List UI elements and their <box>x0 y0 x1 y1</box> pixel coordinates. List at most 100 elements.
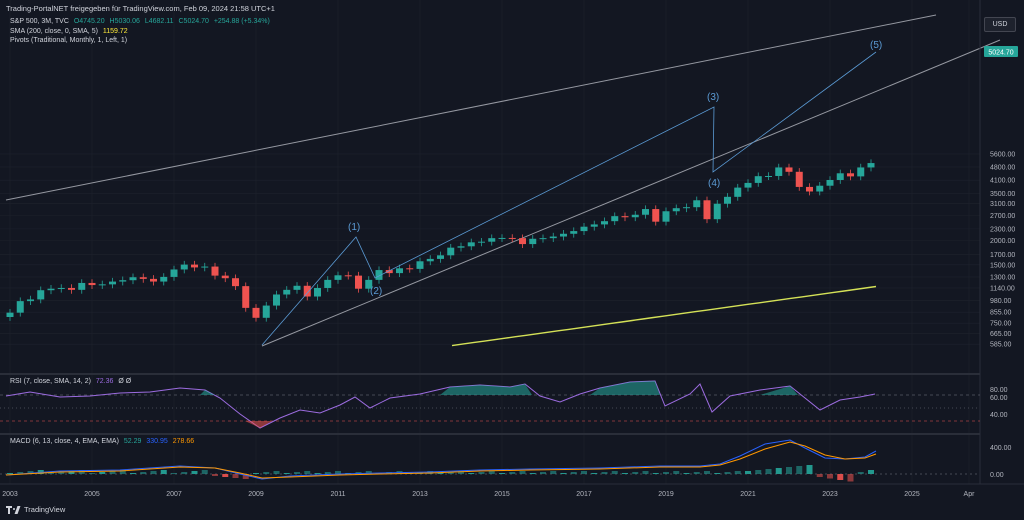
candle-body <box>252 307 260 318</box>
macd-hist-bar <box>796 466 803 474</box>
trend-channel <box>5 14 1001 347</box>
candle-body <box>78 282 86 290</box>
last-price-tag-text: 5024.70 <box>988 50 1013 57</box>
channel-lower-line <box>261 39 1001 347</box>
macd-hist-value: 52.29 <box>123 438 142 445</box>
price-tick: 3100.00 <box>990 201 1015 208</box>
candle-body <box>857 167 865 177</box>
price-tick: 2300.00 <box>990 226 1015 233</box>
candle-body <box>109 281 116 285</box>
price-tick: 1300.00 <box>990 274 1015 281</box>
macd-hist-bar <box>693 472 700 474</box>
last-price-tag: 5024.70 <box>984 46 1018 57</box>
candle-body <box>519 238 526 245</box>
tradingview-logo-icon <box>6 505 21 514</box>
currency-button[interactable]: USD <box>984 17 1016 32</box>
macd-hist-bar <box>119 470 126 474</box>
macd-hist-bar <box>458 471 464 474</box>
close-value: C5024.70 <box>178 18 209 25</box>
candle-body <box>365 279 373 289</box>
macd-hist-bar <box>263 472 270 474</box>
candle-body <box>693 200 701 208</box>
candle-body <box>47 288 55 291</box>
time-tick: 2019 <box>658 491 674 498</box>
candle-body <box>68 287 75 290</box>
footer-brand[interactable]: TradingView <box>6 505 65 514</box>
candle-body <box>785 167 793 172</box>
macd-hist-bar <box>355 472 362 474</box>
rsi-value: 72.36 <box>95 378 114 385</box>
rsi-legend[interactable]: RSI (7, close, SMA, 14, 2) 72.36 Ø Ø <box>10 378 134 385</box>
candle-body <box>549 236 557 239</box>
channel-upper-line <box>5 14 937 201</box>
macd-hist-bar <box>488 471 495 474</box>
macd-hist-bar <box>704 471 710 474</box>
macd-hist-bar <box>529 473 536 474</box>
price-tick: 3500.00 <box>990 191 1015 198</box>
price-tick: 2000.00 <box>990 238 1015 245</box>
macd-hist-bar <box>827 474 833 479</box>
macd-hist-bar <box>724 472 731 474</box>
price-tick: 5600.00 <box>990 151 1015 158</box>
candle-body <box>129 277 137 281</box>
candle-body <box>806 186 813 192</box>
candle-body <box>826 179 834 186</box>
macd-tick: 0.00 <box>990 472 1004 479</box>
footer-brand-text: TradingView <box>24 505 66 514</box>
main-legend[interactable]: S&P 500, 3M, TVC O4745.20 H5030.06 L4682… <box>10 18 273 25</box>
candle-body <box>601 221 608 225</box>
candle-body <box>539 238 547 240</box>
wave-label-3: (3) <box>707 92 719 103</box>
macd-hist-bar <box>550 471 557 474</box>
candle-body <box>150 278 157 282</box>
time-tick: 2005 <box>84 491 100 498</box>
candle-body <box>385 270 393 274</box>
sma-line <box>451 285 877 347</box>
pivots-legend[interactable]: Pivots (Traditional, Monthly, 1, Left, 1… <box>10 37 130 44</box>
candle-body <box>621 216 629 218</box>
macd-axis: 400.00 0.00 <box>990 445 1012 479</box>
macd-hist-bar <box>601 472 608 474</box>
time-tick: 2023 <box>822 491 838 498</box>
macd-hist-bar <box>222 474 229 477</box>
wave-label-4: (4) <box>708 178 720 189</box>
macd-hist-bar <box>591 473 598 474</box>
candle-body <box>642 209 649 215</box>
candle-body <box>847 173 854 177</box>
macd-hist-bar <box>140 472 147 474</box>
time-tick: 2009 <box>248 491 264 498</box>
change-value: +254.88 (+5.34%) <box>213 18 270 25</box>
candle-body <box>478 241 485 243</box>
macd-hist-bar <box>160 470 167 474</box>
sma-label: SMA (200, close, 0, SMA, 5) <box>10 28 98 35</box>
candle-body <box>775 167 783 176</box>
candle-body <box>344 275 352 277</box>
rsi-pane <box>0 380 980 429</box>
candle-body <box>560 233 567 237</box>
rsi-extra: Ø Ø <box>118 378 132 385</box>
macd-hist-bar <box>130 473 136 474</box>
price-tick: 980.00 <box>990 298 1012 305</box>
macd-hist-bar <box>201 470 208 474</box>
wave-polyline <box>261 51 877 346</box>
macd-legend[interactable]: MACD (6, 13, close, 4, EMA, EMA) 52.29 3… <box>10 438 197 445</box>
candle-body <box>437 255 444 259</box>
price-tick: 1700.00 <box>990 252 1015 259</box>
price-axis[interactable]: 5600.00 4800.00 4100.00 3500.00 3100.00 2700.… <box>990 151 1015 348</box>
candle-body <box>713 203 721 220</box>
chart-header: Trading-PortalNET freigegeben für Tradin… <box>6 4 275 13</box>
candle-body <box>672 208 680 212</box>
macd-hist-bar <box>468 473 475 474</box>
time-tick: 2021 <box>740 491 756 498</box>
macd-hist-bar <box>324 472 331 474</box>
macd-signal-line <box>5 441 877 479</box>
price-tick: 4100.00 <box>990 178 1015 185</box>
candle-body <box>416 261 424 269</box>
macd-hist-bar <box>509 472 516 474</box>
sma-legend[interactable]: SMA (200, close, 0, SMA, 5) 1159.72 <box>10 28 131 35</box>
price-tick: 2700.00 <box>990 213 1015 220</box>
time-axis[interactable]: 2003 2005 2007 2009 2011 2013 2015 2017 2019 2021… <box>2 491 975 498</box>
macd-hist-bar <box>283 473 290 474</box>
candle-body <box>57 287 65 289</box>
